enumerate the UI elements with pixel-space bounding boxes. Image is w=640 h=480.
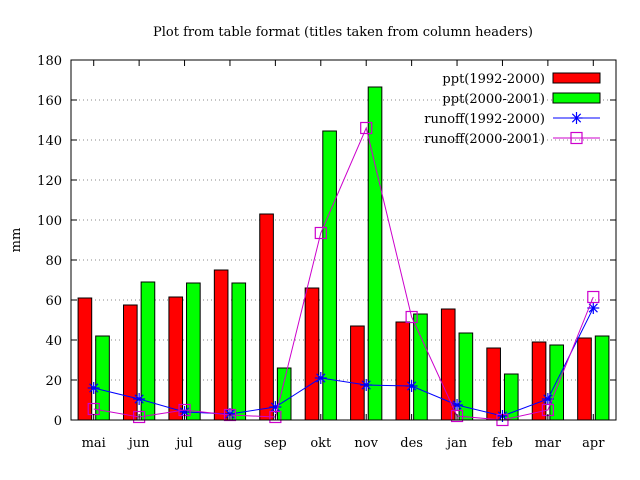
x-tick-label: apr (582, 436, 605, 451)
x-tick-label: feb (492, 436, 513, 451)
y-tick-label: 60 (45, 294, 62, 309)
legend-marker-runoff(2000-2001) (570, 131, 583, 145)
bar-ppt(2000-2001) (594, 335, 610, 421)
point-runoff(2000-2001) (133, 410, 146, 424)
x-tick-label: jun (127, 436, 150, 451)
y-tick-label: 100 (37, 214, 62, 229)
line-runoff(2000-2001) (93, 126, 594, 421)
x-tick-label: aug (218, 436, 242, 451)
bar-ppt(1992-2000) (486, 347, 501, 421)
bar-ppt(1992-2000) (395, 321, 411, 421)
y-tick-label: 40 (45, 334, 62, 349)
bar-ppt(2000-2001) (322, 130, 337, 421)
x-tick-label: jul (174, 436, 193, 451)
line-runoff(1992-2000) (93, 307, 594, 417)
point-runoff(1992-2000) (178, 406, 191, 418)
bars (77, 86, 610, 421)
plot-frame (70, 59, 617, 421)
x-tick-label: okt (310, 436, 332, 451)
bar-ppt(1992-2000) (259, 213, 274, 421)
bar-ppt(2000-2001) (276, 367, 292, 421)
y-axis-label: mm (9, 228, 24, 253)
point-runoff(1992-2000) (451, 399, 464, 411)
bar-ppt(2000-2001) (413, 313, 428, 421)
point-runoff(2000-2001) (269, 410, 282, 424)
point-runoff(2000-2001) (360, 121, 373, 135)
legend-swatch-ppt(1992-2000) (552, 72, 601, 84)
bar-ppt(2000-2001) (95, 335, 110, 421)
bar-ppt(2000-2001) (186, 282, 201, 421)
x-tick-label: mar (535, 436, 562, 451)
bar-ppt(1992-2000) (168, 296, 184, 421)
y-tick-label: 140 (37, 134, 62, 149)
y-tick-label: 180 (37, 54, 62, 69)
bar-ppt(1992-2000) (304, 287, 320, 421)
bar-ppt(1992-2000) (213, 269, 229, 421)
legend-marker-runoff(1992-2000) (570, 112, 583, 124)
ticks: 0 20 40 60 80 100 120 140 160 180 mai jun jul aug sep o… (37, 54, 616, 451)
bar-ppt(1992-2000) (77, 297, 93, 421)
x-tick-label: nov (354, 436, 378, 451)
y-tick-label: 80 (45, 254, 62, 269)
legend: ppt(1992-2000) ppt(2000-2001) runoff(1992-… (424, 72, 601, 147)
y-tick-label: 160 (37, 94, 62, 109)
point-runoff(2000-2001) (450, 409, 464, 423)
legend-label: ppt(2000-2001) (442, 92, 545, 107)
point-runoff(1992-2000) (405, 380, 418, 392)
point-runoff(2000-2001) (405, 310, 418, 324)
bar-ppt(2000-2001) (367, 86, 383, 421)
point-runoff(1992-2000) (87, 382, 100, 394)
lines (87, 121, 600, 427)
y-tick-label: 120 (37, 174, 62, 189)
legend-swatch-ppt(2000-2001) (552, 92, 601, 104)
bar-ppt(1992-2000) (350, 325, 365, 421)
x-tick-label: des (400, 436, 423, 451)
y-tick-label: 20 (45, 374, 62, 389)
x-tick-label: sep (264, 436, 287, 451)
bar-ppt(2000-2001) (231, 282, 247, 421)
x-tick-label: mai (82, 436, 106, 451)
bar-ppt(1992-2000) (531, 341, 547, 421)
point-runoff(2000-2001) (587, 290, 600, 304)
point-runoff(1992-2000) (360, 379, 373, 391)
y-tick-label: 0 (54, 414, 62, 429)
legend-label: runoff(2000-2001) (424, 132, 545, 147)
bar-ppt(2000-2001) (549, 344, 564, 421)
x-tick-label: jan (445, 436, 468, 451)
legend-label: ppt(1992-2000) (442, 72, 545, 87)
bar-ppt(1992-2000) (577, 337, 592, 421)
point-runoff(1992-2000) (314, 372, 327, 384)
legend-label: runoff(1992-2000) (424, 112, 545, 127)
chart-title: Plot from table format (titles taken fro… (153, 25, 533, 40)
point-runoff(1992-2000) (133, 393, 146, 405)
point-runoff(2000-2001) (314, 226, 327, 240)
